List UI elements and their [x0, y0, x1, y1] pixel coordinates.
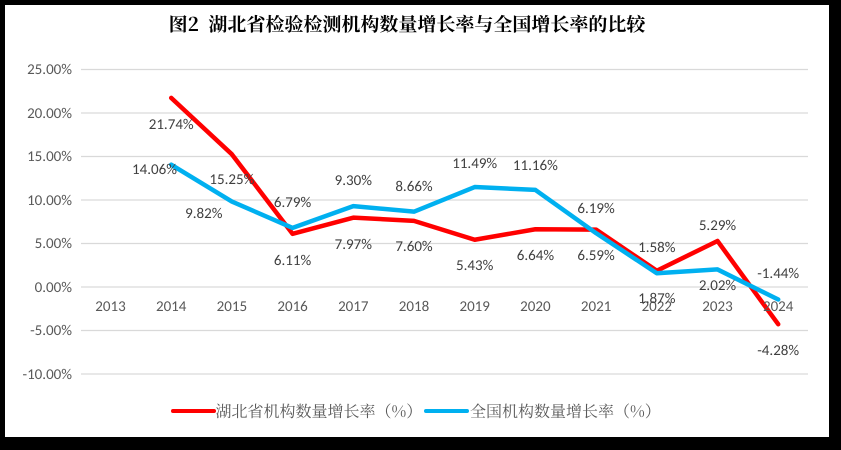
data-label: 6.79%: [273, 193, 312, 212]
y-tick-label: 20.00%: [27, 104, 72, 123]
data-label: -1.44%: [757, 265, 800, 284]
x-tick-label: 2015: [216, 297, 248, 316]
x-tick-label: 2022: [641, 297, 672, 316]
data-label: -4.28%: [757, 342, 800, 361]
x-tick-label: 2019: [459, 297, 490, 316]
series-line-0: [168, 95, 781, 327]
series-line-1: [168, 162, 781, 302]
x-tick-label: 2018: [398, 297, 430, 316]
data-label: 1.87%: [638, 289, 676, 308]
data-label: 14.06%: [132, 161, 177, 180]
gridlines: [81, 68, 808, 375]
y-tick-label: -5.00%: [30, 322, 72, 340]
data-label: 6.64%: [516, 246, 555, 265]
data-label: 5.43%: [456, 257, 494, 276]
y-tick-label: 10.00%: [27, 191, 72, 210]
chart-title: 图2 湖北省检验检测机构数量增长率与全国增长率的比较: [168, 9, 646, 37]
data-label: 2.02%: [698, 276, 737, 295]
y-tick-label: -10.00%: [22, 365, 72, 384]
data-label: 1.58%: [638, 239, 676, 258]
data-label: 11.49%: [452, 154, 498, 173]
x-tick-label: 2017: [338, 297, 369, 316]
data-label: 8.66%: [395, 177, 433, 196]
data-label: 9.30%: [334, 171, 372, 190]
data-label: 11.16%: [512, 156, 558, 175]
y-tick-label: 15.00%: [27, 148, 72, 166]
data-label: 7.60%: [395, 237, 433, 256]
data-label: 21.74%: [148, 116, 194, 135]
data-label: 7.97%: [334, 235, 372, 254]
x-tick-label: 2014: [155, 297, 187, 316]
data-label: 15.25%: [209, 171, 255, 190]
data-label: 9.82%: [185, 205, 223, 224]
data-label: 6.11%: [273, 251, 312, 270]
data-label: 6.59%: [577, 246, 615, 265]
x-tick-label: 2013: [95, 297, 126, 316]
x-tick-label: 2020: [520, 297, 551, 316]
x-tick-label: 2023: [702, 297, 733, 316]
x-tick-label: 2016: [277, 297, 308, 316]
x-tick-label: 2021: [580, 297, 612, 316]
data-label: 5.29%: [698, 216, 737, 235]
x-tick-label: 2024: [762, 297, 794, 316]
data-label: 6.19%: [577, 199, 615, 218]
y-tick-label: 25.00%: [27, 61, 72, 79]
y-tick-label: 0.00%: [34, 278, 72, 297]
y-tick-label: 5.00%: [34, 235, 72, 253]
series-lines: [168, 95, 781, 327]
